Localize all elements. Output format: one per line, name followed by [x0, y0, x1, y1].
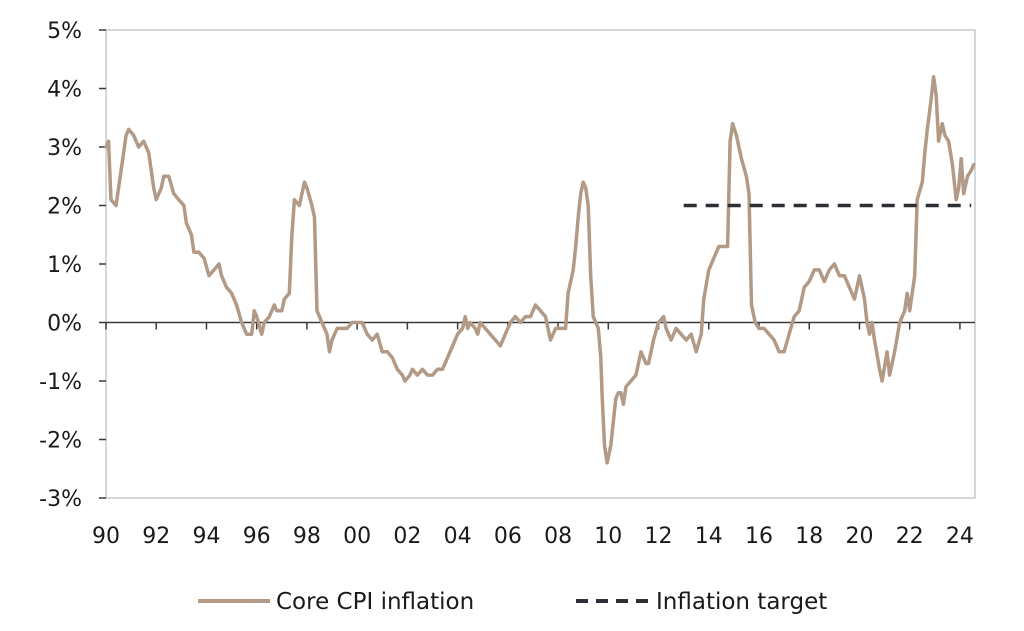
y-tick-label: 0% [47, 312, 82, 337]
x-tick-label: 22 [896, 524, 924, 549]
series-layer [104, 75, 976, 465]
plot-frame [105, 29, 976, 499]
x-tick-label: 04 [444, 524, 472, 549]
y-tick-label: -1% [39, 370, 82, 395]
x-tick-label: 12 [645, 524, 673, 549]
y-tick-label: 1% [47, 253, 82, 278]
y-tick-label: 5% [47, 19, 82, 44]
legend: Core CPI inflation Inflation target [198, 589, 827, 615]
x-tick-label: 10 [594, 524, 622, 549]
x-tick-label: 92 [142, 524, 170, 549]
y-tick-label: 3% [47, 136, 82, 161]
x-tick-label: 14 [695, 524, 723, 549]
x-tick-label: 94 [192, 524, 220, 549]
x-tick-label: 16 [745, 524, 773, 549]
x-axis: 90 92 94 96 98 00 02 04 06 08 10 12 14 16 18 20 22 24 [92, 322, 974, 549]
x-tick-label: 18 [795, 524, 823, 549]
x-tick-label: 24 [946, 524, 974, 549]
legend-label-inflation-target: Inflation target [656, 589, 827, 615]
x-tick-label: 02 [393, 524, 421, 549]
x-tick-label: 06 [494, 524, 522, 549]
x-tick-label: 00 [343, 524, 371, 549]
x-tick-label: 96 [243, 524, 271, 549]
x-tick-label: 90 [92, 524, 120, 549]
x-tick-label: 98 [293, 524, 321, 549]
y-tick-label: 2% [47, 195, 82, 220]
y-axis: 5% 4% 3% 2% 1% 0% -1% -2% -3% [39, 19, 106, 512]
core-cpi-inflation-line [104, 75, 976, 465]
y-tick-label: 4% [47, 78, 82, 103]
y-tick-label: -2% [39, 429, 82, 454]
legend-label-core-cpi: Core CPI inflation [276, 589, 474, 615]
y-tick-label: -3% [39, 487, 82, 512]
x-tick-label: 20 [845, 524, 873, 549]
x-tick-label: 08 [544, 524, 572, 549]
